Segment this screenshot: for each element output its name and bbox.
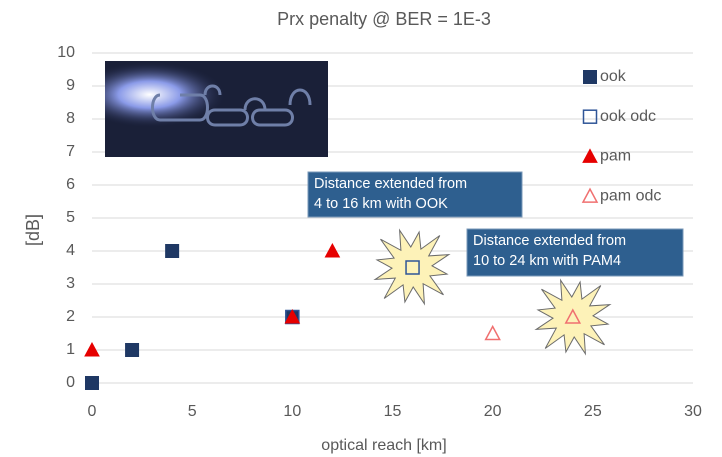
y-axis-label: [dB] bbox=[23, 214, 43, 246]
legend-label: pam bbox=[600, 148, 631, 165]
x-tick-label: 15 bbox=[384, 403, 402, 420]
x-axis-label: optical reach [km] bbox=[321, 437, 446, 454]
annotation-text: Distance extended from bbox=[473, 233, 626, 249]
x-tick-label: 30 bbox=[684, 403, 702, 420]
legend-label: ook bbox=[600, 68, 627, 85]
legend-marker bbox=[583, 189, 597, 202]
y-tick-label: 1 bbox=[66, 341, 75, 358]
point bbox=[486, 327, 500, 340]
legend-marker bbox=[583, 149, 597, 162]
x-tick-label: 20 bbox=[484, 403, 502, 420]
point bbox=[126, 344, 139, 357]
annotation-text: 4 to 16 km with OOK bbox=[314, 196, 448, 212]
x-tick-label: 5 bbox=[188, 403, 197, 420]
y-tick-label: 10 bbox=[57, 44, 75, 61]
point bbox=[166, 245, 179, 258]
inset-photo bbox=[105, 61, 328, 157]
point bbox=[86, 377, 99, 390]
legend-marker bbox=[584, 110, 597, 123]
y-tick-label: 0 bbox=[66, 374, 75, 391]
legend-label: ook odc bbox=[600, 108, 656, 125]
chart-title: Prx penalty @ BER = 1E-3 bbox=[277, 9, 491, 29]
legend-label: pam odc bbox=[600, 187, 661, 204]
x-tick-label: 10 bbox=[283, 403, 301, 420]
x-tick-label: 25 bbox=[584, 403, 602, 420]
annotation-text: Distance extended from bbox=[314, 176, 467, 192]
x-tick-label: 0 bbox=[88, 403, 97, 420]
annotation-text: 10 to 24 km with PAM4 bbox=[473, 253, 621, 269]
y-tick-label: 2 bbox=[66, 308, 75, 325]
y-tick-label: 6 bbox=[66, 176, 75, 193]
y-tick-label: 9 bbox=[66, 77, 75, 94]
legend-marker bbox=[584, 71, 597, 84]
y-tick-label: 5 bbox=[66, 209, 75, 226]
y-tick-label: 8 bbox=[66, 110, 75, 127]
starburst bbox=[375, 230, 449, 304]
y-tick-label: 7 bbox=[66, 143, 75, 160]
chart: Prx penalty @ BER = 1E-3 optical reach [… bbox=[0, 0, 722, 457]
y-tick-label: 3 bbox=[66, 275, 75, 292]
y-tick-label: 4 bbox=[66, 242, 75, 259]
